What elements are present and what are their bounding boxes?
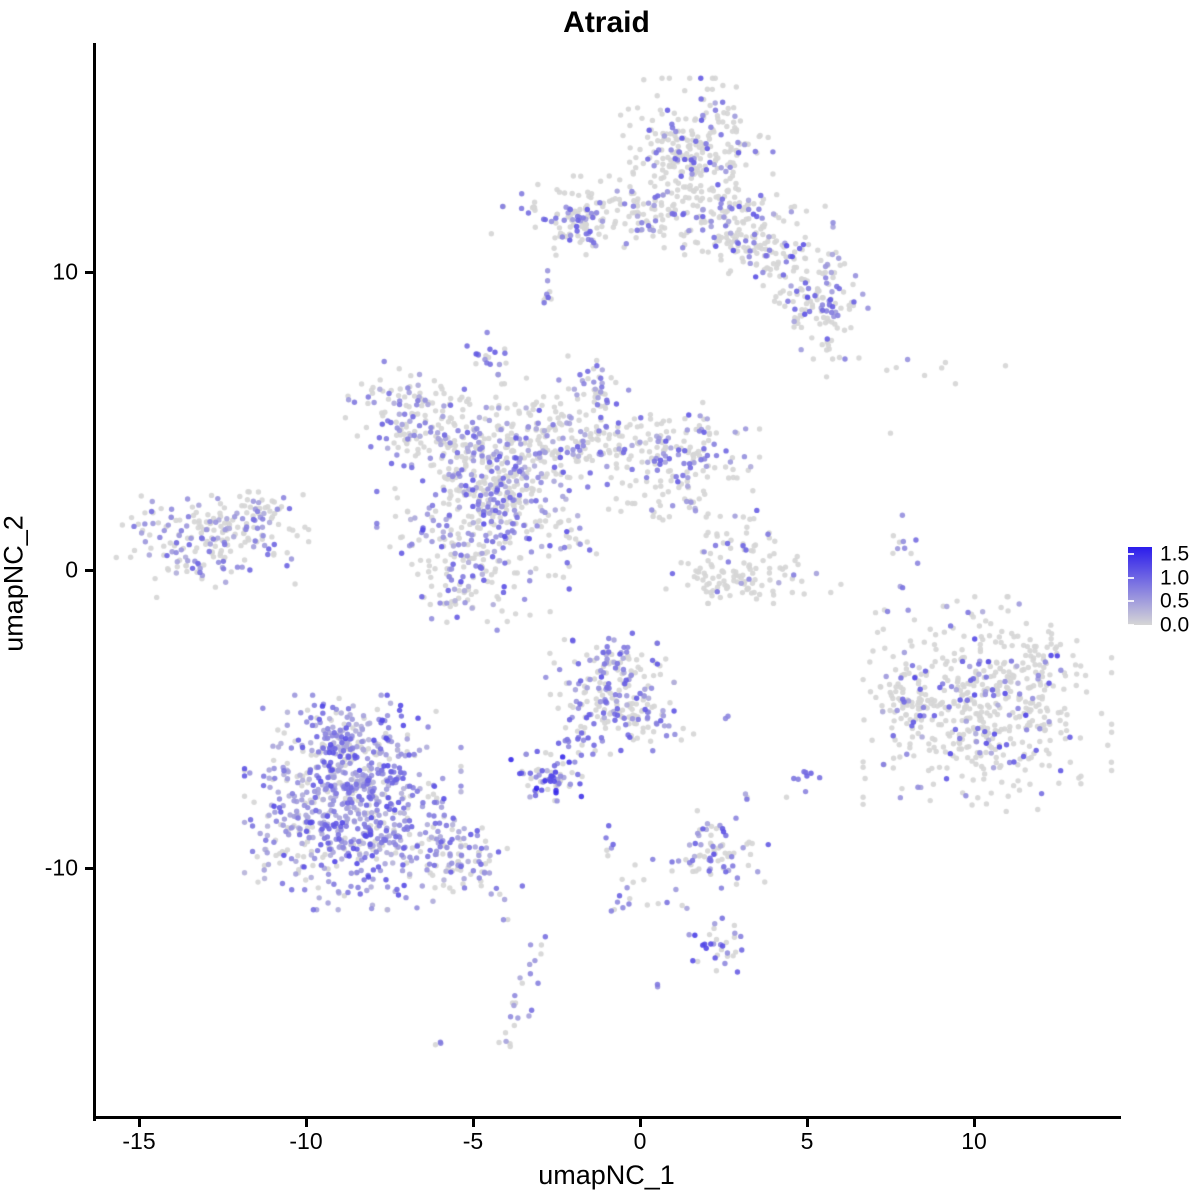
scatter-points-canvas <box>95 45 1118 1118</box>
colorbar-label: 1.0 <box>1160 566 1190 590</box>
colorbar-gradient <box>1128 547 1152 625</box>
x-axis-title: umapNC_1 <box>538 1160 675 1190</box>
colorbar-tick <box>1128 553 1134 556</box>
y-tick <box>85 866 93 870</box>
x-tick <box>304 1119 308 1127</box>
x-tick <box>972 1119 976 1127</box>
colorbar-label: 1.5 <box>1160 542 1190 566</box>
plot-title: Atraid <box>563 6 650 39</box>
x-tick-label: 0 <box>633 1128 647 1154</box>
x-axis-line <box>93 1116 1121 1119</box>
y-tick-label: 0 <box>65 556 78 583</box>
x-tick <box>638 1119 642 1127</box>
x-tick-label: 5 <box>800 1128 814 1154</box>
x-tick-label: -10 <box>289 1128 323 1154</box>
y-tick <box>85 270 93 274</box>
y-axis-line <box>93 43 96 1121</box>
y-axis-title: umapNC_2 <box>0 515 29 652</box>
colorbar-label: 0.0 <box>1160 613 1190 637</box>
x-tick-label: -15 <box>122 1128 156 1154</box>
x-tick-label: 10 <box>961 1128 987 1154</box>
x-tick <box>471 1119 475 1127</box>
y-tick-label: -10 <box>44 854 78 881</box>
colorbar-tick <box>1128 576 1134 579</box>
x-tick <box>805 1119 809 1127</box>
colorbar-label: 0.5 <box>1160 589 1190 613</box>
colorbar-tick <box>1128 600 1134 603</box>
x-tick-label: -5 <box>462 1128 484 1154</box>
colorbar-tick <box>1128 624 1134 626</box>
y-tick-label: 10 <box>52 258 78 285</box>
y-tick <box>85 568 93 572</box>
plot-panel <box>95 45 1118 1118</box>
x-tick <box>137 1119 141 1127</box>
expression-colorbar: 1.5 1.0 0.5 0.0 <box>1128 544 1189 636</box>
